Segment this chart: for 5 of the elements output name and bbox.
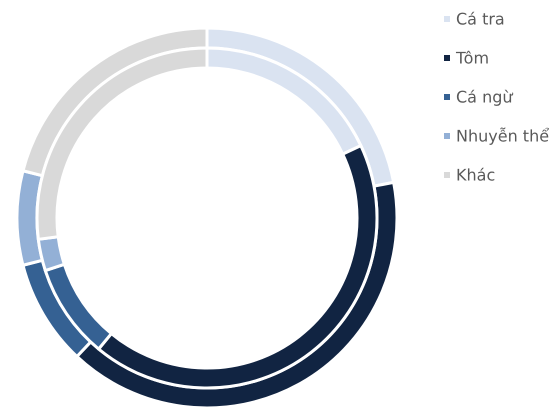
legend-label: Nhuyễn thể [456,126,550,146]
legend-label: Cá tra [456,10,505,28]
legend-label: Khác [456,166,496,184]
legend-label: Tôm [455,48,490,68]
legend-label: Cá ngừ [456,88,514,106]
